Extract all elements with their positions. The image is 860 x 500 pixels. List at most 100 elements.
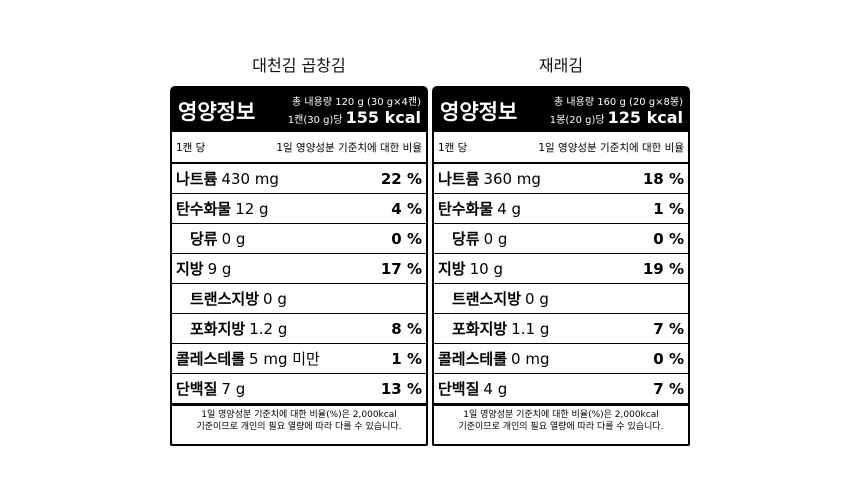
nutrient-row: 포화지방 1.1 g 7 % xyxy=(434,314,688,344)
nutrient-amount: 12 g xyxy=(235,200,269,218)
nutrient-amount: 1.2 g xyxy=(249,320,288,338)
nutrient-row: 지방 10 g 19 % xyxy=(434,254,688,284)
daily-percent: 0 % xyxy=(391,229,422,248)
column-header: 1캔 당 1일 영양성분 기준치에 대한 비율 xyxy=(434,132,688,164)
column-right: 1일 영양성분 기준치에 대한 비율 xyxy=(538,141,684,154)
daily-percent: 13 % xyxy=(380,379,422,398)
nutrient: 트랜스지방 0 g xyxy=(452,288,549,309)
footnote-line: 기준이므로 개인의 필요 열량에 따라 다를 수 있습니다. xyxy=(196,422,402,432)
nutrient-name: 단백질 xyxy=(176,380,218,398)
nutrient: 콜레스테롤 0 mg xyxy=(438,348,549,369)
daily-percent: 1 % xyxy=(391,349,422,368)
column-left: 1캔 당 xyxy=(438,141,468,154)
nutrient: 단백질 7 g xyxy=(176,378,245,399)
label-header: 영양정보 총 내용량 160 g (20 g×8봉) 1봉(20 g)당 125 kc… xyxy=(434,88,688,132)
nutrient-amount: 9 g xyxy=(207,260,232,278)
label-title: 대천김 곱창김 xyxy=(252,56,346,75)
nutrient-amount: 360 mg xyxy=(483,170,541,188)
nutrient-amount: 5 mg 미만 xyxy=(249,350,320,368)
nutrient-row: 탄수화물 12 g 4 % xyxy=(172,194,426,224)
serving: 1봉(20 g)당 125 kcal xyxy=(550,108,683,127)
nutrient-name: 나트륨 xyxy=(438,170,480,188)
nutrient-name: 단백질 xyxy=(438,380,480,398)
nutrient-row: 나트륨 360 mg 18 % xyxy=(434,164,688,194)
nutrient-name: 지방 xyxy=(438,260,466,278)
nutrient-row: 당류 0 g 0 % xyxy=(172,224,426,254)
nutrient-amount: 430 mg xyxy=(221,170,279,188)
nutrient-row: 탄수화물 4 g 1 % xyxy=(434,194,688,224)
nutrient-row: 트랜스지방 0 g xyxy=(172,284,426,314)
nutrient-name: 콜레스테롤 xyxy=(438,350,508,368)
heading: 영양정보 xyxy=(440,100,518,124)
calories: 125 kcal xyxy=(607,108,683,127)
nutrient: 지방 10 g xyxy=(438,258,503,279)
nutrient-row: 콜레스테롤 5 mg 미만 1 % xyxy=(172,344,426,374)
column-right: 1일 영양성분 기준치에 대한 비율 xyxy=(276,141,422,154)
nutrient-row: 포화지방 1.2 g 8 % xyxy=(172,314,426,344)
nutrient-name: 당류 xyxy=(452,230,480,248)
nutrient-amount: 0 g xyxy=(525,290,549,308)
nutrient-row: 단백질 4 g 7 % xyxy=(434,374,688,404)
daily-percent: 7 % xyxy=(653,379,684,398)
daily-percent: 18 % xyxy=(642,169,684,188)
serving-size: 1봉(20 g)당 xyxy=(549,115,605,126)
nutrient-amount: 0 mg xyxy=(511,350,550,368)
daily-percent: 22 % xyxy=(380,169,422,188)
calories: 155 kcal xyxy=(345,108,421,127)
nutrient: 포화지방 1.1 g xyxy=(452,318,549,339)
nutrient: 포화지방 1.2 g xyxy=(190,318,287,339)
label-header: 영양정보 총 내용량 120 g (30 g×4캔) 1캔(30 g)당 155 kc… xyxy=(172,88,426,132)
nutrient-name: 나트륨 xyxy=(176,170,218,188)
nutrient-amount: 10 g xyxy=(469,260,503,278)
nutrition-label: 영양정보 총 내용량 120 g (30 g×4캔) 1캔(30 g)당 155 kc… xyxy=(170,86,428,446)
nutrient-amount: 4 g xyxy=(483,380,508,398)
nutrient: 탄수화물 4 g xyxy=(438,198,521,219)
nutrient-name: 탄수화물 xyxy=(176,200,232,218)
daily-percent: 19 % xyxy=(642,259,684,278)
column-left: 1캔 당 xyxy=(176,141,206,154)
nutrient-row: 콜레스테롤 0 mg 0 % xyxy=(434,344,688,374)
nutrient-amount: 0 g xyxy=(221,230,246,248)
total-amount: 총 내용량 120 g (30 g×4캔) xyxy=(292,97,421,108)
label-title: 재래김 xyxy=(538,56,584,75)
nutrient-amount: 4 g xyxy=(497,200,522,218)
nutrient: 당류 0 g xyxy=(452,228,507,249)
nutrient-name: 포화지방 xyxy=(452,320,508,338)
footnote-line: 1일 영양성분 기준치에 대한 비율(%)은 2,000kcal xyxy=(463,410,659,420)
nutrient: 당류 0 g xyxy=(190,228,245,249)
nutrient-name: 지방 xyxy=(176,260,204,278)
nutrient-row: 당류 0 g 0 % xyxy=(434,224,688,254)
footnote: 1일 영양성분 기준치에 대한 비율(%)은 2,000kcal 기준이므로 개인… xyxy=(434,404,688,433)
serving: 1캔(30 g)당 155 kcal xyxy=(288,108,421,127)
nutrient-name: 탄수화물 xyxy=(438,200,494,218)
nutrient-row: 트랜스지방 0 g xyxy=(434,284,688,314)
nutrient-amount: 7 g xyxy=(221,380,246,398)
nutrient: 트랜스지방 0 g xyxy=(190,288,287,309)
nutrient-name: 콜레스테롤 xyxy=(176,350,246,368)
serving-size: 1캔(30 g)당 xyxy=(287,115,343,126)
daily-percent: 1 % xyxy=(653,199,684,218)
daily-percent: 4 % xyxy=(391,199,422,218)
nutrient: 콜레스테롤 5 mg 미만 xyxy=(176,348,320,369)
nutrient-row: 지방 9 g 17 % xyxy=(172,254,426,284)
footnote: 1일 영양성분 기준치에 대한 비율(%)은 2,000kcal 기준이므로 개인… xyxy=(172,404,426,433)
daily-percent: 0 % xyxy=(653,229,684,248)
nutrient-name: 트랜스지방 xyxy=(190,290,260,308)
column-header: 1캔 당 1일 영양성분 기준치에 대한 비율 xyxy=(172,132,426,164)
daily-percent: 17 % xyxy=(380,259,422,278)
total-amount: 총 내용량 160 g (20 g×8봉) xyxy=(554,97,683,108)
nutrient-row: 나트륨 430 mg 22 % xyxy=(172,164,426,194)
nutrient: 지방 9 g xyxy=(176,258,231,279)
nutrition-label: 영양정보 총 내용량 160 g (20 g×8봉) 1봉(20 g)당 125 kc… xyxy=(432,86,690,446)
nutrient-amount: 0 g xyxy=(483,230,508,248)
daily-percent: 8 % xyxy=(391,319,422,338)
nutrient-name: 트랜스지방 xyxy=(452,290,522,308)
heading: 영양정보 xyxy=(178,100,256,124)
footnote-line: 1일 영양성분 기준치에 대한 비율(%)은 2,000kcal xyxy=(201,410,397,420)
nutrient-row: 단백질 7 g 13 % xyxy=(172,374,426,404)
daily-percent: 0 % xyxy=(653,349,684,368)
nutrient: 단백질 4 g xyxy=(438,378,507,399)
nutrient-name: 당류 xyxy=(190,230,218,248)
nutrient-name: 포화지방 xyxy=(190,320,246,338)
